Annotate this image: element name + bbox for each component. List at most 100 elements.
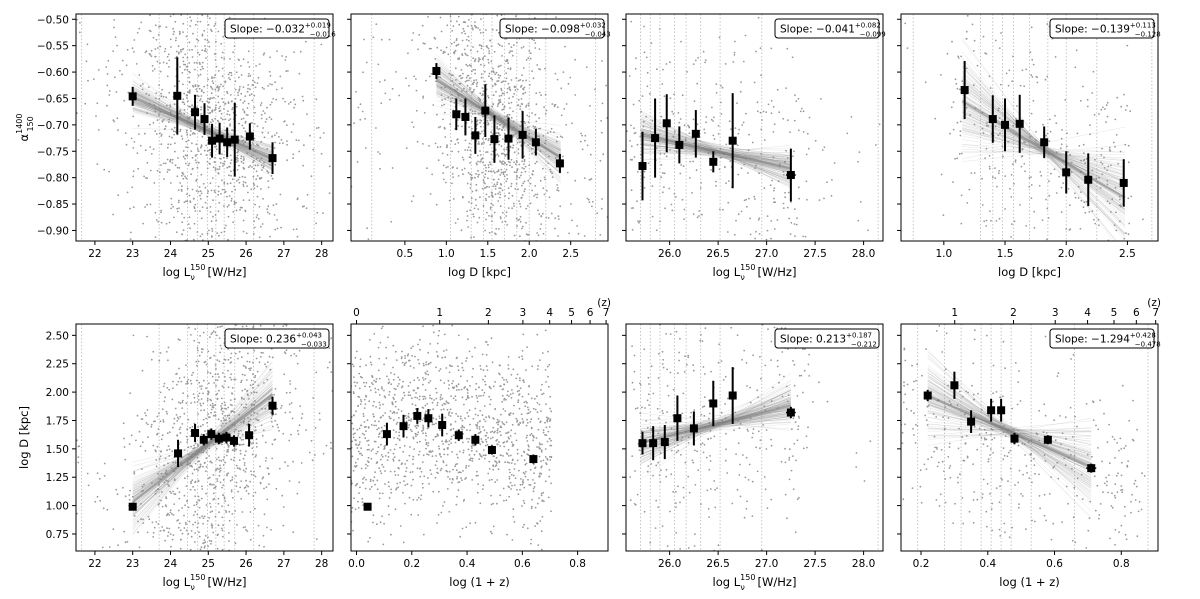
scatter-dot [272,357,274,359]
scatter-dot [190,334,192,336]
scatter-dot [725,182,727,184]
scatter-dot [142,441,144,443]
scatter-dot [197,395,199,397]
axes-frame [351,14,608,241]
scatter-dot [518,200,520,202]
scatter-dot [745,113,747,115]
scatter-dot [213,330,215,332]
scatter-dot [292,461,294,463]
scatter-dot [556,189,558,191]
scatter-dot [230,94,232,96]
scatter-dot [256,214,258,216]
scatter-dot [494,184,496,186]
scatter-dot [462,197,464,199]
scatter-dot [501,221,503,223]
scatter-dot [236,485,238,487]
data-marker [223,138,231,146]
scatter-dot [554,217,556,219]
scatter-dot [188,165,190,167]
scatter-dot [990,220,992,222]
scatter-dot [208,101,210,103]
scatter-dot [129,490,131,492]
scatter-dot [199,210,201,212]
scatter-dot [137,415,139,417]
scatter-dot [177,157,179,159]
scatter-dot [322,212,324,214]
scatter-dot [1091,92,1093,94]
scatter-dot [247,192,249,194]
scatter-dot [250,367,252,369]
scatter-dot [160,71,162,73]
scatter-dot [243,167,245,169]
scatter-dot [243,527,245,529]
scatter-dot [218,102,220,104]
scatter-dot [215,394,217,396]
scatter-dot [319,137,321,139]
scatter-dot [282,142,284,144]
scatter-dot [205,418,207,420]
scatter-dot [360,103,362,105]
scatter-dot [399,379,401,381]
scatter-dot [211,235,213,237]
scatter-dot [250,511,252,513]
scatter-dot [831,179,833,181]
scatter-dot [476,164,478,166]
scatter-dot [447,53,449,55]
scatter-dot [601,208,603,210]
scatter-dot [239,177,241,179]
scatter-dot [244,462,246,464]
scatter-dot [168,528,170,530]
scatter-dot [492,29,494,31]
scatter-dot [502,104,504,106]
scatter-dot [203,380,205,382]
plot-area [904,14,1152,257]
scatter-dot [305,429,307,431]
scatter-dot [212,177,214,179]
scatter-dot [281,405,283,407]
scatter-dot [189,163,191,165]
scatter-dot [274,142,276,144]
scatter-dot [284,351,286,353]
scatter-dot [1066,132,1068,134]
scatter-dot [671,111,673,113]
scatter-dot [319,413,321,415]
scatter-dot [202,424,204,426]
scatter-dot [186,97,188,99]
scatter-dot [534,525,536,527]
scatter-dot [246,232,248,234]
scatter-dot [250,75,252,77]
scatter-dot [145,149,147,151]
scatter-dot [314,454,316,456]
scatter-dot [509,107,511,109]
scatter-dot [260,356,262,358]
scatter-dot [544,179,546,181]
scatter-dot [584,177,586,179]
scatter-dot [153,532,155,534]
scatter-dot [315,98,317,100]
scatter-dot [318,127,320,129]
scatter-dot [205,48,207,50]
scatter-dot [221,113,223,115]
scatter-dot [294,104,296,106]
scatter-dot [788,218,790,220]
scatter-dot [190,549,192,551]
scatter-dot [232,449,234,451]
scatter-dot [214,89,216,91]
scatter-dot [528,105,530,107]
scatter-dot [463,21,465,23]
scatter-dot [481,87,483,89]
scatter-dot [286,124,288,126]
scatter-dot [693,213,695,215]
scatter-dot [235,353,237,355]
scatter-dot [518,152,520,154]
scatter-dot [787,119,789,121]
scatter-dot [231,379,233,381]
scatter-dot [824,146,826,148]
scatter-dot [538,213,540,215]
y-tick-label: 1.75 [46,415,69,427]
scatter-dot [248,75,250,77]
scatter-dot [252,373,254,375]
scatter-dot [531,397,533,399]
scatter-dot [216,335,218,337]
scatter-dot [224,497,226,499]
